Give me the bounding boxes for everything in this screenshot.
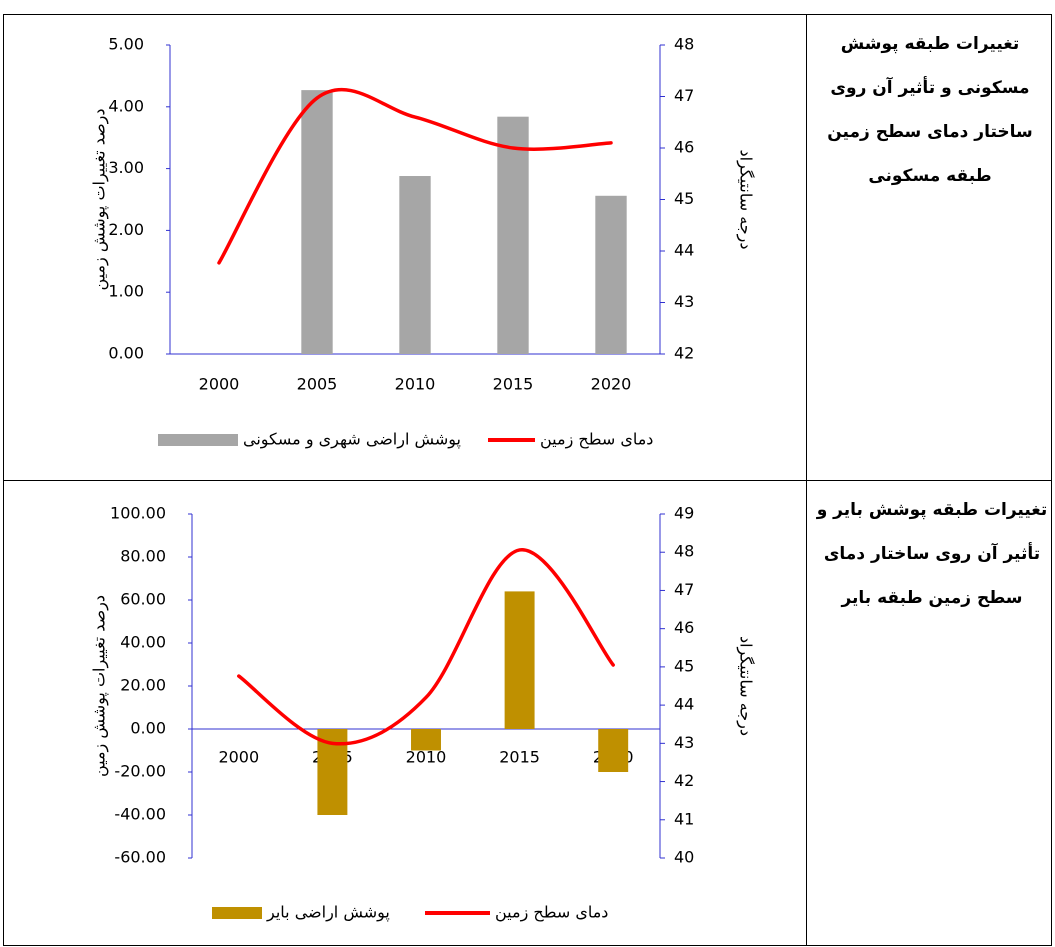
y-tick-label: 5.00 xyxy=(108,35,144,54)
x-tick-label: 2015 xyxy=(499,748,540,767)
bar xyxy=(411,729,441,751)
y2-axis-title: درجه سانتیگراد xyxy=(736,149,756,249)
y-tick-label: -20.00 xyxy=(114,762,166,781)
x-tick-label: 2020 xyxy=(591,375,632,394)
y-tick-label: 3.00 xyxy=(108,158,144,177)
y2-tick-label: 43 xyxy=(674,733,694,752)
y2-tick-label: 47 xyxy=(674,580,694,599)
x-tick-label: 2005 xyxy=(297,375,338,394)
bar xyxy=(598,729,628,772)
y-tick-label: 60.00 xyxy=(120,590,166,609)
y-tick-label: 2.00 xyxy=(108,220,144,239)
y2-tick-label: 44 xyxy=(674,695,694,714)
y2-tick-label: 45 xyxy=(674,189,694,208)
y-tick-label: -40.00 xyxy=(114,805,166,824)
x-tick-label: 2010 xyxy=(395,375,436,394)
y2-tick-label: 44 xyxy=(674,241,694,260)
legend-label: پوشش اراضی بایر xyxy=(266,903,390,923)
line xyxy=(239,550,613,744)
bar xyxy=(497,117,528,354)
legend-label: پوشش اراضی شهری و مسکونی xyxy=(243,430,461,450)
bar xyxy=(595,196,626,354)
bar xyxy=(505,591,535,729)
y2-tick-label: 46 xyxy=(674,138,694,157)
row-label: تغییرات طبقه پوشش مسکونی و تأثیر آن روی … xyxy=(812,22,1048,198)
bar xyxy=(301,90,332,354)
legend-swatch xyxy=(158,434,238,446)
y-tick-label: 1.00 xyxy=(108,282,144,301)
bar xyxy=(399,176,430,354)
legend-swatch xyxy=(212,907,262,919)
y-tick-label: 40.00 xyxy=(120,633,166,652)
page: {"chart_data": [ {"type": "bar", "y_titl… xyxy=(0,0,1055,947)
legend-label: دمای سطح زمین xyxy=(540,430,653,450)
y2-tick-label: 42 xyxy=(674,771,694,790)
y2-tick-label: 42 xyxy=(674,344,694,363)
legend-label: دمای سطح زمین xyxy=(495,903,608,923)
y-tick-label: 80.00 xyxy=(120,547,166,566)
y2-tick-label: 40 xyxy=(674,848,694,867)
y2-tick-label: 48 xyxy=(674,542,694,561)
y2-tick-label: 43 xyxy=(674,292,694,311)
y2-tick-label: 41 xyxy=(674,809,694,828)
y-tick-label: 20.00 xyxy=(120,676,166,695)
y-tick-label: 0.00 xyxy=(108,344,144,363)
y2-tick-label: 46 xyxy=(674,618,694,637)
y-tick-label: 100.00 xyxy=(110,504,166,523)
row-label: تغییرات طبقه پوشش بایر و تأثیر آن روی سا… xyxy=(812,488,1052,620)
x-tick-label: 2015 xyxy=(493,375,534,394)
document: 0.00 1.00 2.00 3.00 4.00 5.00 42 43 44 45 46 47 48 در… xyxy=(0,0,1055,947)
y2-tick-label: 45 xyxy=(674,656,694,675)
y2-tick-label: 49 xyxy=(674,504,694,523)
x-tick-label: 2000 xyxy=(199,375,240,394)
y-tick-label: 4.00 xyxy=(108,96,144,115)
x-tick-label: 2000 xyxy=(218,748,259,767)
y2-tick-label: 48 xyxy=(674,35,694,54)
y2-axis-title: درجه سانتیگراد xyxy=(736,636,756,736)
y-axis-title: درصد تغییرات پوشش زمین xyxy=(90,108,110,290)
y-tick-label: -60.00 xyxy=(114,848,166,867)
y2-tick-label: 47 xyxy=(674,86,694,105)
y-tick-label: 0.00 xyxy=(130,719,166,738)
y-axis-title: درصد تغییرات پوشش زمین xyxy=(90,595,110,777)
